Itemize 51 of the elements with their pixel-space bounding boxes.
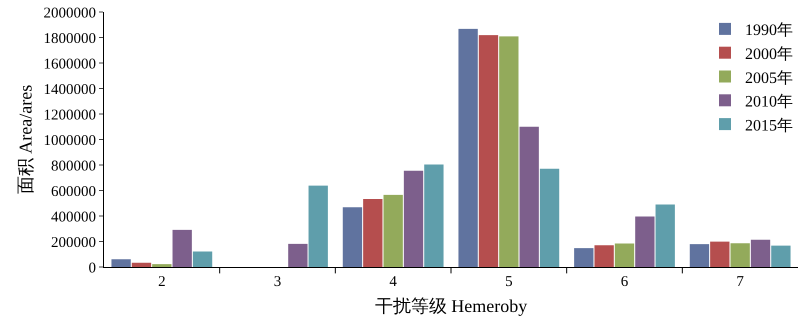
y-tick-label: 1000000 [44,132,96,149]
bar [404,170,424,267]
y-tick-label: 800000 [51,158,96,174]
bar [111,259,131,267]
x-tick-label: 3 [274,274,282,290]
y-tick-label: 1800000 [44,30,96,47]
bar [520,126,539,267]
x-tick-label: 4 [389,274,398,290]
bar [132,262,152,267]
bar [771,246,791,267]
legend-label: 2010年 [745,94,793,111]
bar [384,194,403,267]
bar [690,244,710,267]
bar [635,216,655,267]
legend-label: 2005年 [745,70,793,87]
y-tick-label: 1400000 [44,82,96,98]
bar [424,164,444,267]
bar [594,245,614,267]
bar [308,186,328,267]
y-tick-label: 1200000 [44,107,96,124]
bar [499,36,518,267]
y-tick-label: 1600000 [44,56,96,72]
x-tick-label: 5 [505,274,513,290]
legend-label: 2000年 [745,46,793,63]
y-tick-label: 600000 [51,184,96,200]
legend-label: 1990年 [745,22,793,40]
bar [614,244,634,267]
bar [288,244,308,267]
y-tick-label: 0 [88,260,96,276]
x-tick-label: 6 [620,274,629,290]
bar [478,35,498,267]
bar [152,264,172,267]
bar [172,230,192,267]
y-axis-title: 面积 Area/ares [16,84,36,194]
bar [574,248,594,267]
bar [458,28,478,267]
bar [363,199,382,267]
bar [730,243,750,267]
y-tick-label: 2000000 [44,5,96,22]
y-tick-label: 400000 [51,209,96,226]
y-tick-label: 200000 [51,234,96,251]
x-tick-label: 2 [158,274,166,290]
bar [540,168,560,267]
x-axis-title: 干扰等级 Hemeroby [374,296,528,316]
legend-label: 2015年 [745,117,793,134]
bar [710,242,730,267]
x-tick-label: 7 [736,274,744,290]
bar [656,204,675,267]
bar [192,251,212,267]
bar [342,207,362,267]
bar [750,240,770,267]
